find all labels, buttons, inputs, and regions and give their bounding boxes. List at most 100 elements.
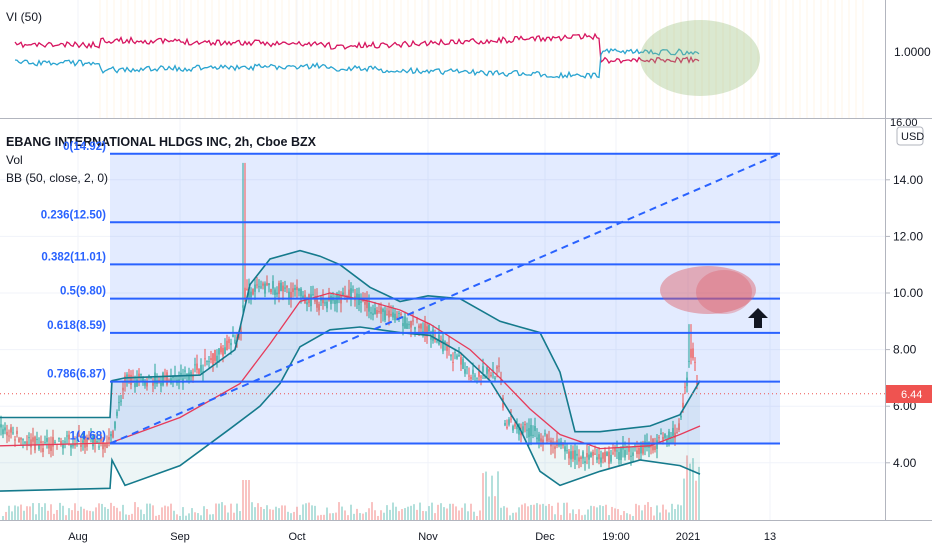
highlight-ellipse-green [640, 20, 760, 96]
currency-button[interactable]: USD [896, 126, 924, 146]
candle-body [524, 424, 526, 426]
volume-bar [440, 503, 442, 520]
candle-body [254, 284, 256, 292]
volume-bar [503, 506, 505, 520]
volume-bar [542, 503, 544, 520]
volume-bar [491, 475, 493, 520]
price-pane[interactable] [0, 0, 885, 520]
volume-bar [650, 507, 652, 520]
volume-bar [62, 505, 64, 520]
candle-body [84, 436, 86, 448]
volume-legend[interactable]: Vol [6, 153, 23, 167]
time-label-0: Aug [68, 531, 88, 543]
volume-bar [515, 512, 517, 520]
candle-body [306, 302, 308, 305]
volume-bar [602, 506, 604, 520]
volume-bar [233, 512, 235, 520]
candle-body [94, 438, 96, 443]
candle-body [196, 363, 198, 370]
candle-body [266, 282, 268, 286]
candle-body [508, 419, 510, 425]
candle-body [396, 316, 398, 318]
volume-bar [371, 502, 373, 520]
candle-body [34, 436, 36, 451]
candle-body [270, 288, 272, 293]
volume-bar [155, 515, 157, 520]
candle-body [394, 313, 396, 321]
candle-body [184, 370, 186, 372]
volume-bar [2, 515, 4, 520]
volume-bar [413, 504, 415, 520]
time-axis[interactable]: Aug Sep Oct Nov Dec 19:00 2021 13 [68, 531, 776, 543]
price-tick-label-1: 12.00 [893, 229, 923, 243]
volume-bar [14, 505, 16, 520]
vi-indicator-pane[interactable] [14, 0, 864, 118]
candle-body [654, 445, 656, 450]
highlight-ellipse-red-inner [696, 270, 752, 314]
volume-bar [212, 514, 214, 520]
time-label-5: 19:00 [602, 531, 630, 543]
fib-label-6: 1(4.68) [70, 431, 107, 443]
candle-body [278, 282, 280, 295]
vi-indicator-title[interactable]: VI (50) [6, 10, 42, 24]
candle-body [96, 441, 98, 443]
candle-body [390, 313, 392, 316]
bollinger-legend[interactable]: BB (50, close, 2, 0) [6, 171, 108, 185]
volume-bar [578, 509, 580, 520]
volume-bar [77, 510, 79, 520]
volume-bar [74, 503, 76, 520]
candle-body [384, 310, 386, 321]
candle-body [564, 446, 566, 452]
bollinger-upper-band [0, 249, 701, 433]
volume-bar [614, 508, 616, 520]
volume-bar [509, 515, 511, 520]
volume-bar [5, 511, 7, 520]
candle-body [206, 360, 208, 362]
volume-bar [110, 502, 112, 520]
candle-body [366, 298, 368, 309]
volume-bar [353, 513, 355, 520]
candle-body [154, 372, 156, 384]
volume-bar [179, 515, 181, 520]
volume-bar [290, 513, 292, 520]
volume-bar [221, 502, 223, 520]
candle-body [676, 431, 678, 433]
candle-body [244, 287, 246, 299]
volume-bar [140, 509, 142, 520]
candle-body [230, 342, 232, 346]
volume-bar [569, 513, 571, 520]
candle-body [640, 444, 642, 454]
candle-body [576, 453, 578, 456]
candle-body [262, 283, 264, 286]
candle-body [670, 436, 672, 438]
currency-button-label: USD [901, 131, 924, 143]
volume-bar [332, 513, 334, 520]
candle-body [648, 442, 650, 448]
volume-bar [653, 515, 655, 520]
volume-bar [362, 513, 364, 520]
candle-body [620, 447, 622, 461]
volume-bar [89, 510, 91, 520]
volume-bar [581, 515, 583, 520]
volume-bar [326, 507, 328, 520]
candle-body [312, 294, 314, 296]
volume-bar [545, 505, 547, 520]
candle-body [252, 289, 254, 295]
symbol-title[interactable]: EBANG INTERNATIONAL HLDGS INC, 2h, Cboe … [6, 135, 317, 149]
volume-bar [386, 505, 388, 520]
volume-bar [80, 506, 82, 520]
volume-bar [611, 506, 613, 520]
candle-body [546, 434, 548, 442]
candle-body [536, 437, 538, 440]
candle-body [562, 443, 564, 446]
time-label-6: 2021 [676, 531, 700, 543]
candle-body [136, 379, 138, 387]
candle-body [668, 431, 670, 439]
volume-bar [443, 507, 445, 520]
candle-body [202, 371, 204, 373]
candle-body [28, 437, 30, 439]
candle-body [318, 303, 320, 311]
